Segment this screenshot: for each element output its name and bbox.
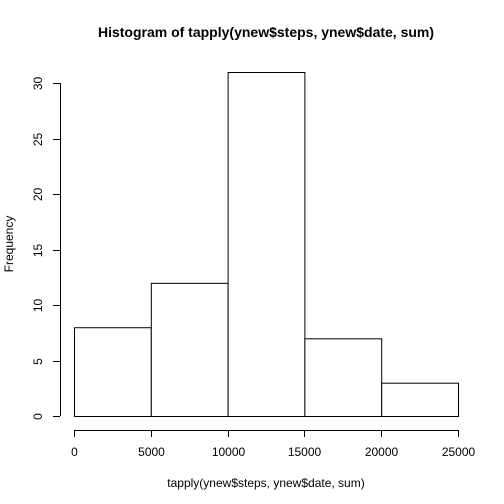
y-tick-label-0: 0 — [31, 413, 45, 420]
x-tick-label-1: 5000 — [138, 445, 165, 459]
y-tick-label-3: 15 — [31, 244, 45, 258]
y-tick-label-2: 10 — [31, 299, 45, 313]
y-axis: 0 5 10 15 20 25 30 — [31, 77, 61, 420]
y-tick-label-5: 25 — [31, 133, 45, 147]
histogram-bar-4 — [381, 382, 460, 418]
histogram-bar-1 — [150, 282, 229, 417]
bars-group — [74, 72, 460, 418]
x-tick-label-2: 10000 — [212, 445, 246, 459]
y-axis-label: Frequency — [2, 216, 16, 273]
histogram-bar-2 — [227, 72, 306, 417]
histogram-bar-3 — [304, 338, 383, 417]
histogram-bar-0 — [74, 327, 152, 417]
x-tick-label-0: 0 — [71, 445, 78, 459]
x-axis: 0 5000 10000 15000 20000 25000 — [71, 430, 476, 459]
y-tick-label-1: 5 — [31, 358, 45, 365]
x-tick-label-3: 15000 — [288, 445, 322, 459]
chart-title: Histogram of tapply(ynew$steps, ynew$dat… — [98, 24, 434, 40]
x-tick-label-5: 25000 — [442, 445, 476, 459]
x-tick-label-4: 20000 — [365, 445, 399, 459]
y-tick-label-6: 30 — [31, 77, 45, 91]
y-tick-label-4: 20 — [31, 188, 45, 202]
x-axis-label: tapply(ynew$steps, ynew$date, sum) — [167, 476, 364, 490]
